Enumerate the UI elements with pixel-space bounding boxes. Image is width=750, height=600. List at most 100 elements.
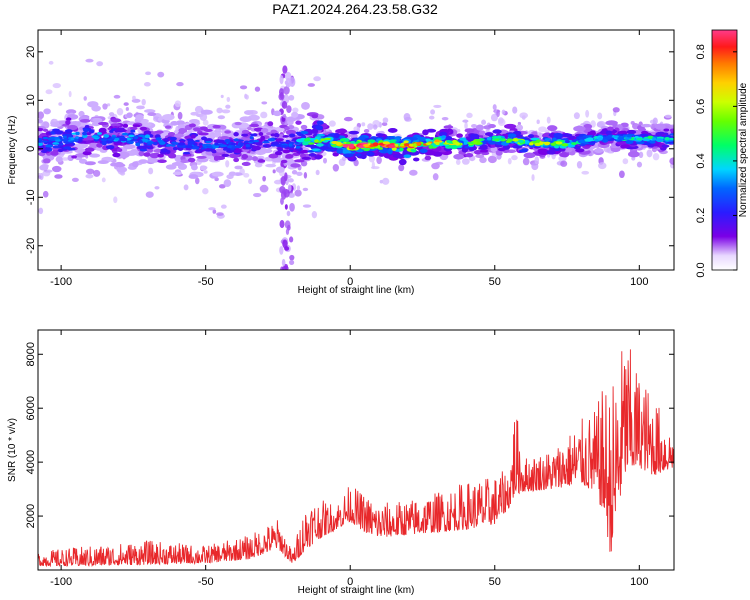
snr-ylabel: SNR (10 * v/v): [7, 418, 18, 482]
heatmap-noise-blob: [311, 210, 318, 219]
heatmap-band-blob: [417, 136, 427, 141]
heatmap-noise-blob: [381, 122, 388, 127]
heatmap-band-blob: [342, 149, 350, 153]
heatmap-noise-blob: [85, 58, 94, 63]
heatmap-band-blob: [62, 138, 68, 142]
heatmap-streak-blob: [283, 86, 290, 95]
heatmap-noise-blob: [361, 122, 366, 127]
heatmap-noise-blob: [291, 170, 298, 175]
heatmap-band-blob: [605, 135, 612, 140]
heatmap-band-blob: [203, 128, 213, 133]
heatmap-band-blob: [83, 128, 90, 133]
heatmap-band-blob: [635, 141, 645, 145]
figure-title: PAZ1.2024.264.23.58.G32: [272, 1, 438, 17]
snr-ytick-label: 4000: [25, 450, 37, 474]
heatmap-band-blob: [38, 137, 43, 142]
heatmap-band-blob: [382, 141, 390, 145]
heatmap-band-blob: [65, 109, 77, 115]
heatmap-band-blob: [139, 126, 148, 131]
heatmap-band-blob: [65, 120, 71, 126]
heatmap-band-blob: [185, 145, 193, 149]
heatmap-band-blob: [426, 128, 437, 133]
heatmap-noise-blob: [52, 82, 62, 89]
heatmap-noise-blob: [223, 179, 232, 187]
heatmap-noise-blob: [343, 116, 353, 122]
heatmap-band-blob: [573, 125, 586, 132]
heatmap-band-blob: [316, 143, 324, 147]
heatmap-noise-blob: [498, 117, 504, 124]
heatmap-band-blob: [201, 147, 206, 150]
heatmap-band-blob: [459, 137, 467, 142]
heatmap-band-blob: [669, 128, 674, 133]
heatmap-band-blob: [528, 134, 535, 139]
heatmap-band-blob: [253, 139, 260, 143]
heatmap-band-blob: [627, 151, 640, 158]
snr-ytick-label: 2000: [25, 504, 37, 528]
heatmap-band-blob: [177, 142, 186, 146]
heatmap-noise-blob: [38, 111, 45, 120]
heatmap-band-blob: [294, 159, 305, 163]
heatmap-band-blob: [262, 144, 268, 148]
heatmap-noise-blob: [58, 102, 63, 106]
heatmap-noise-blob: [301, 102, 310, 110]
heatmap-noise-blob: [517, 121, 522, 126]
heatmap-noise-blob: [253, 192, 262, 198]
heatmap-band-blob: [137, 145, 145, 150]
heatmap-band-blob: [105, 145, 115, 150]
heatmap-band-blob: [300, 124, 308, 130]
heatmap-band-blob: [224, 139, 231, 143]
heatmap-noise-blob: [363, 129, 370, 134]
heatmap-noise-blob: [462, 119, 469, 123]
heatmap-band-blob: [221, 153, 230, 157]
heatmap-band-blob: [126, 140, 134, 144]
heatmap-band-blob: [109, 130, 114, 133]
heatmap-noise-blob: [202, 188, 209, 195]
heatmap-band-blob: [639, 133, 649, 137]
heatmap-band-blob: [170, 121, 179, 126]
heatmap-band-blob: [144, 134, 151, 139]
spectrogram-ytick-label: -10: [25, 189, 37, 205]
heatmap-band-blob: [270, 129, 278, 134]
heatmap-band-blob: [38, 128, 43, 132]
heatmap-band-blob: [135, 142, 141, 147]
heatmap-band-blob: [266, 132, 272, 136]
heatmap-band-blob: [375, 133, 384, 137]
heatmap-band-blob: [617, 136, 624, 140]
heatmap-noise-blob: [341, 156, 347, 162]
heatmap-band-blob: [50, 151, 59, 156]
heatmap-band-blob: [177, 124, 186, 130]
heatmap-noise-blob: [202, 119, 209, 126]
heatmap-band-blob: [199, 165, 208, 171]
heatmap-band-blob: [241, 161, 251, 167]
heatmap-band-blob: [180, 159, 189, 164]
heatmap-band-blob: [88, 153, 101, 158]
heatmap-band-blob: [494, 138, 500, 142]
heatmap-band-blob: [129, 126, 138, 131]
heatmap-noise-blob: [85, 168, 95, 175]
colorbar-tick-label: 0.0: [695, 262, 707, 277]
heatmap-band-blob: [64, 129, 73, 133]
heatmap-band-blob: [300, 149, 310, 154]
heatmap-noise-blob: [429, 115, 435, 120]
heatmap-band-blob: [553, 145, 560, 149]
heatmap-band-blob: [602, 138, 609, 143]
heatmap-band-blob: [245, 146, 252, 150]
heatmap-noise-blob: [225, 160, 230, 168]
heatmap-band-blob: [273, 133, 280, 138]
heatmap-noise-blob: [515, 124, 524, 131]
heatmap-band-blob: [119, 137, 128, 142]
heatmap-band-blob: [638, 127, 647, 132]
heatmap-band-blob: [412, 143, 417, 147]
heatmap-band-blob: [64, 143, 73, 147]
heatmap-band-blob: [164, 125, 172, 129]
colorbar-tick-label: 0.8: [695, 44, 707, 59]
heatmap-band-blob: [367, 139, 376, 143]
heatmap-noise-blob: [116, 108, 124, 116]
heatmap-noise-blob: [239, 85, 248, 90]
heatmap-band-blob: [450, 144, 458, 150]
heatmap-band-blob: [84, 161, 96, 166]
heatmap-band-blob: [211, 150, 217, 154]
heatmap-band-blob: [67, 134, 74, 138]
heatmap-band-blob: [100, 138, 108, 142]
heatmap-band-blob: [239, 116, 252, 123]
